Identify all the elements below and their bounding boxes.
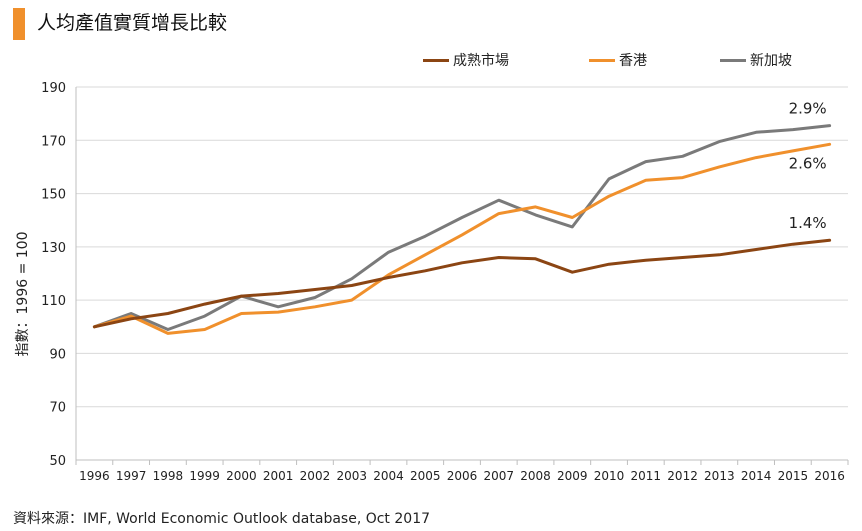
x-tick-label: 1997 <box>116 469 147 483</box>
x-tick-label: 2009 <box>557 469 588 483</box>
y-tick-label: 90 <box>49 347 66 362</box>
legend: 成熟市場 香港 新加坡 <box>0 50 862 72</box>
x-tick-label: 2015 <box>778 469 809 483</box>
legend-item-hong-kong: 香港 <box>589 50 647 70</box>
grid-layer <box>76 86 848 408</box>
series-line-香港 <box>92 142 832 335</box>
y-tick-label: 110 <box>41 294 66 309</box>
x-tick-label: 2000 <box>226 469 257 483</box>
y-tick-label: 70 <box>49 401 66 416</box>
x-tick-label: 2007 <box>483 469 514 483</box>
series-line-成熟市場 <box>92 238 832 329</box>
legend-label: 成熟市場 <box>453 53 509 69</box>
series-line-新加坡 <box>92 124 832 331</box>
x-tick-label: 2013 <box>704 469 735 483</box>
legend-label: 香港 <box>619 53 647 69</box>
x-tick-label: 2005 <box>410 469 441 483</box>
x-tick-label: 1999 <box>189 469 220 483</box>
x-tick-label: 2012 <box>667 469 698 483</box>
series-layer <box>92 124 832 335</box>
x-tick-label: 1998 <box>153 469 184 483</box>
y-tick-label: 50 <box>49 454 66 469</box>
x-tick-label: 2014 <box>741 469 772 483</box>
legend-swatch <box>720 58 746 62</box>
legend-item-singapore: 新加坡 <box>720 50 792 70</box>
x-tick-label: 2003 <box>336 469 367 483</box>
x-tick-label: 2011 <box>631 469 662 483</box>
legend-item-mature-markets: 成熟市場 <box>423 50 509 70</box>
x-tick-label: 2006 <box>447 469 478 483</box>
end-label: 2.9% <box>789 100 827 118</box>
legend-swatch <box>423 58 449 62</box>
axis-layer: 50 70 90 110 130 150 170 190 1996 1997 1998 1999 200… <box>41 81 849 483</box>
x-tick-label: 2001 <box>263 469 294 483</box>
x-tick-label: 1996 <box>79 469 110 483</box>
chart-title: 人均產值實質增長比較 <box>37 12 228 34</box>
y-tick-label: 130 <box>41 241 66 256</box>
y-tick-label: 150 <box>41 188 66 203</box>
source-note: 資料來源：IMF, World Economic Outlook databas… <box>13 511 431 527</box>
x-tick-label: 2008 <box>520 469 551 483</box>
label-layer: 1.4% 2.6% 2.9% <box>789 100 827 233</box>
x-tick-label: 2002 <box>300 469 331 483</box>
x-tick-label: 2004 <box>373 469 404 483</box>
x-tick-label: 2016 <box>814 469 845 483</box>
end-label: 1.4% <box>789 214 827 232</box>
title-accent-bar <box>13 8 25 40</box>
x-tick-label: 2010 <box>594 469 625 483</box>
y-tick-label: 170 <box>41 134 66 149</box>
legend-swatch <box>589 58 615 62</box>
end-label: 2.6% <box>789 154 827 172</box>
legend-label: 新加坡 <box>750 53 792 69</box>
y-tick-label: 190 <box>41 81 66 96</box>
